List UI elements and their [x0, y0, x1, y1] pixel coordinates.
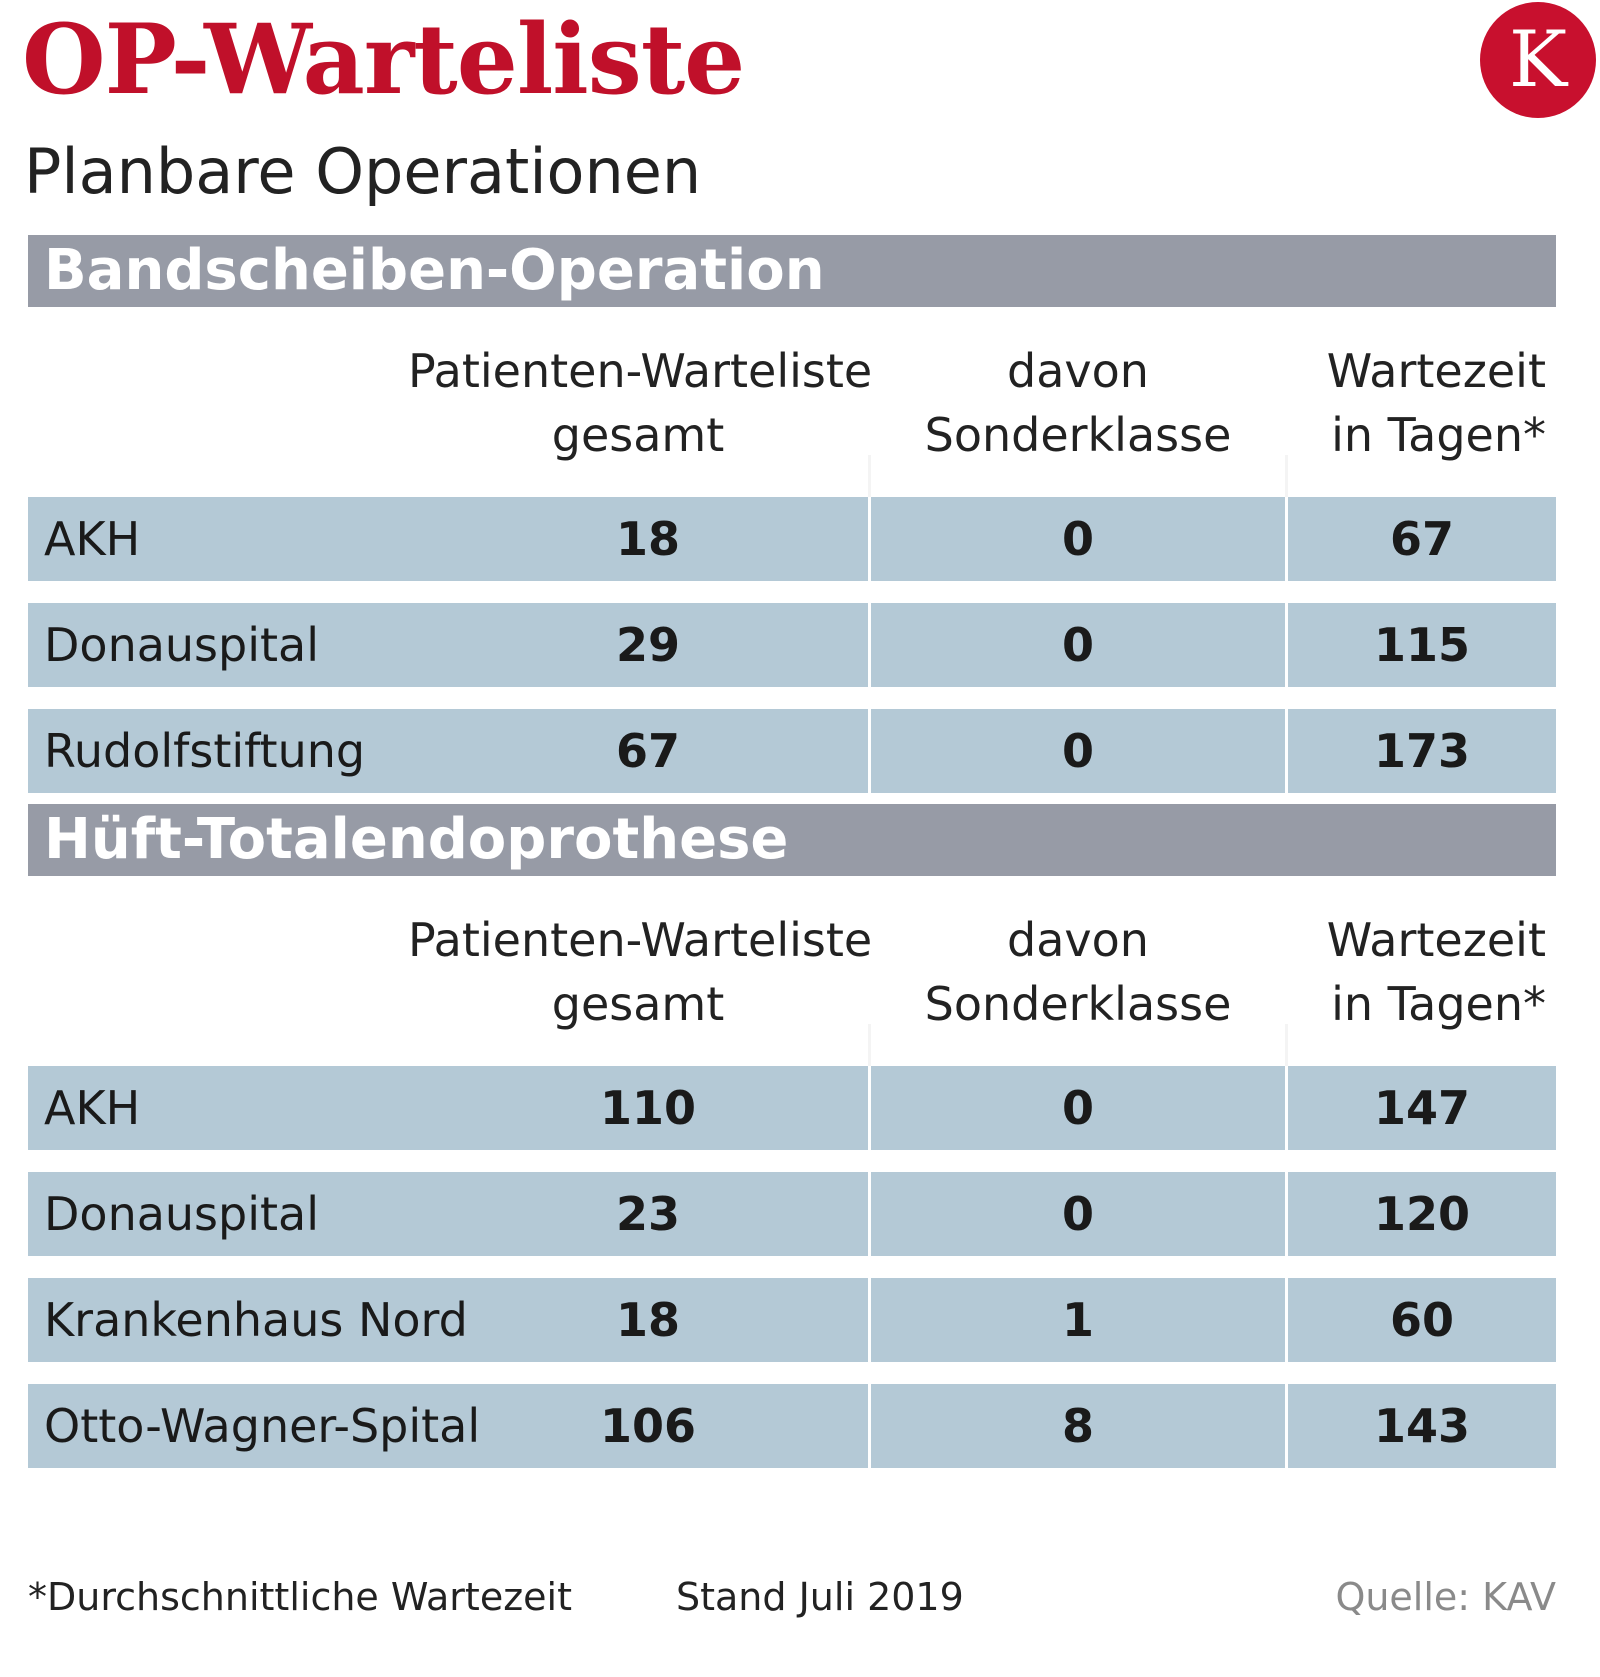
cell-special: 0 [1061, 1081, 1094, 1135]
cell-separator [1285, 1172, 1288, 1256]
hospital-name: Donauspital [44, 618, 320, 672]
table-row: Donauspital 23 0 120 [28, 1172, 1556, 1256]
kurier-logo: K [1480, 2, 1596, 118]
cell-total: 110 [599, 1081, 697, 1135]
cell-separator [1285, 603, 1288, 687]
cell-special: 0 [1061, 512, 1094, 566]
cell-days: 67 [1389, 512, 1454, 566]
cell-separator [868, 497, 871, 581]
section-bandscheiben: Bandscheiben-Operation Patienten-Warteli… [28, 235, 1556, 793]
hospital-name: Donauspital [44, 1187, 320, 1241]
table-row: Otto-Wagner-Spital 106 8 143 [28, 1384, 1556, 1468]
cell-separator [1285, 1066, 1288, 1150]
cell-separator [1285, 1384, 1288, 1468]
cell-special: 0 [1061, 618, 1094, 672]
date-note: Stand Juli 2019 [676, 1575, 964, 1619]
cell-days: 115 [1373, 618, 1471, 672]
cell-special: 0 [1061, 1187, 1094, 1241]
cell-separator [868, 1066, 871, 1150]
cell-days: 143 [1373, 1399, 1471, 1453]
hospital-name: Otto-Wagner-Spital [44, 1399, 481, 1453]
cell-total: 23 [615, 1187, 680, 1241]
cell-days: 120 [1373, 1187, 1471, 1241]
hospital-name: Rudolfstiftung [44, 724, 366, 778]
cell-separator [868, 603, 871, 687]
footnote: *Durchschnittliche Wartezeit [28, 1575, 572, 1619]
column-header-special: davon Sonderklasse [924, 913, 1232, 1031]
page-subtitle: Planbare Operationen [24, 135, 702, 208]
cell-total: 106 [599, 1399, 697, 1453]
cell-total: 67 [615, 724, 680, 778]
logo-letter: K [1508, 15, 1568, 105]
column-divider [1285, 1024, 1288, 1066]
table-rows: AKH 18 0 67 Donauspital 29 0 115 Rudolfstiftung 6… [28, 497, 1556, 815]
section-header: Bandscheiben-Operation [28, 235, 1556, 307]
table-row: AKH 18 0 67 [28, 497, 1556, 581]
source-note: Quelle: KAV [1335, 1575, 1556, 1619]
table-row: AKH 110 0 147 [28, 1066, 1556, 1150]
cell-total: 18 [615, 512, 680, 566]
cell-total: 29 [615, 618, 680, 672]
table-row: Donauspital 29 0 115 [28, 603, 1556, 687]
cell-separator [868, 1384, 871, 1468]
section-hueft: Hüft-Totalendoprothese Patienten-Warteli… [28, 804, 1556, 1468]
cell-special: 1 [1061, 1293, 1094, 1347]
cell-separator [1285, 1278, 1288, 1362]
cell-days: 147 [1373, 1081, 1471, 1135]
column-header-total: Patienten-Warteliste gesamt [408, 913, 873, 1031]
table-row: Krankenhaus Nord 18 1 60 [28, 1278, 1556, 1362]
column-divider [868, 455, 871, 497]
cell-separator [868, 709, 871, 793]
column-header-total: Patienten-Warteliste gesamt [408, 344, 873, 462]
cell-separator [1285, 497, 1288, 581]
cell-days: 173 [1373, 724, 1471, 778]
cell-special: 0 [1061, 724, 1094, 778]
page-title: OP-Warteliste [22, 3, 745, 116]
cell-total: 18 [615, 1293, 680, 1347]
cell-separator [1285, 709, 1288, 793]
column-header-special: davon Sonderklasse [924, 344, 1232, 462]
cell-separator [868, 1172, 871, 1256]
cell-special: 8 [1061, 1399, 1094, 1453]
cell-days: 60 [1389, 1293, 1454, 1347]
table-rows: AKH 110 0 147 Donauspital 23 0 120 Krankenhaus N… [28, 1066, 1556, 1490]
table-row: Rudolfstiftung 67 0 173 [28, 709, 1556, 793]
cell-separator [868, 1278, 871, 1362]
column-divider [868, 1024, 871, 1066]
hospital-name: AKH [44, 512, 141, 566]
hospital-name: Krankenhaus Nord [44, 1293, 468, 1347]
hospital-name: AKH [44, 1081, 141, 1135]
column-divider [1285, 455, 1288, 497]
column-header-days: Wartezeit in Tagen* [1326, 344, 1546, 462]
column-header-days: Wartezeit in Tagen* [1326, 913, 1546, 1031]
section-header: Hüft-Totalendoprothese [28, 804, 1556, 876]
